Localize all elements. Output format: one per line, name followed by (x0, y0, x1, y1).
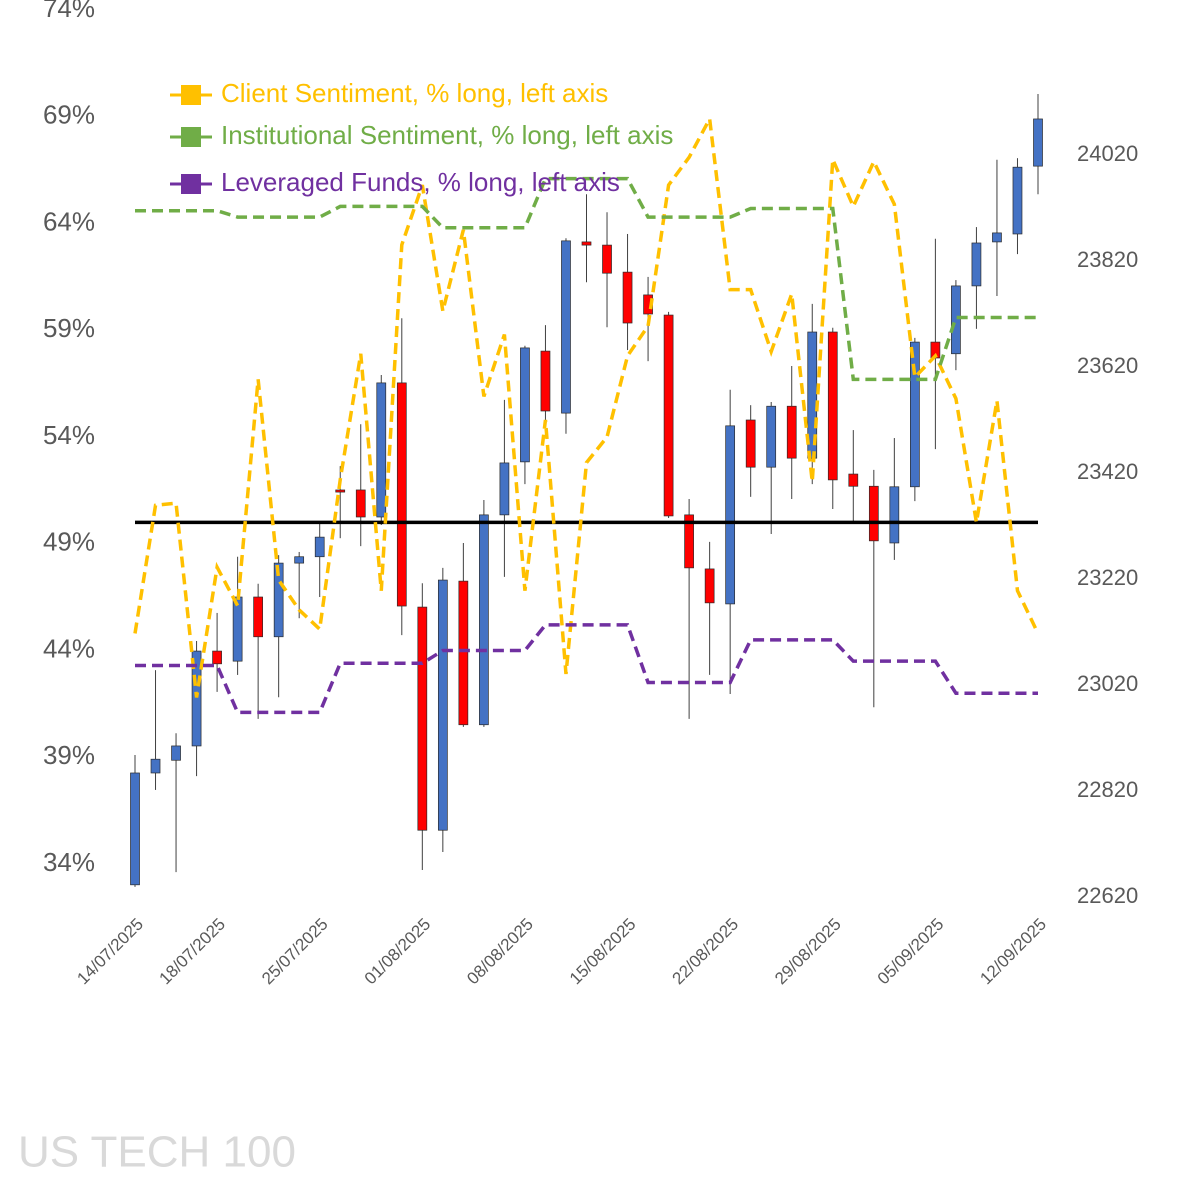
candle-body (150, 758, 161, 774)
y-tick-label: 64% (43, 206, 95, 236)
legend-swatch (181, 127, 201, 147)
x-tick-label: 29/08/2025 (771, 915, 845, 989)
x-tick-label: 08/08/2025 (463, 915, 537, 989)
candle-body (335, 489, 346, 493)
candle-body (848, 473, 859, 487)
candle-body (294, 556, 305, 564)
candle-body (499, 462, 510, 516)
legend-swatch (181, 85, 201, 105)
y2-tick-label: 24020 (1077, 141, 1138, 166)
candle-body (971, 242, 982, 287)
candle-body (479, 514, 489, 726)
candle-body (889, 486, 900, 544)
x-tick-label: 12/09/2025 (976, 915, 1050, 989)
x-tick-label: 14/07/2025 (73, 915, 147, 989)
candle-body (1033, 118, 1043, 167)
candle-body (992, 232, 1002, 243)
candle-body (910, 341, 920, 488)
y-tick-label: 59% (43, 313, 95, 343)
candle-body (663, 314, 674, 517)
y-tick-label: 39% (43, 740, 95, 770)
candle-body (253, 596, 263, 638)
sentiment-line (135, 176, 1038, 382)
candle-body (458, 580, 469, 726)
candle-body (581, 241, 592, 246)
candle-body (786, 405, 797, 459)
candle-body (232, 596, 243, 662)
candle-body (520, 347, 530, 463)
candle-body (622, 271, 633, 324)
x-tick-label: 15/08/2025 (566, 915, 640, 989)
candle-body (951, 285, 961, 355)
candle-body (827, 331, 838, 481)
candle-body (766, 405, 777, 468)
y-tick-label: 49% (43, 527, 95, 557)
y2-tick-label: 22620 (1077, 883, 1138, 908)
candle-body (437, 579, 448, 831)
chart-title: US TECH 100 (18, 1128, 296, 1177)
legend-label: Leveraged Funds, % long, left axis (221, 167, 620, 197)
legend-label: Institutional Sentiment, % long, left ax… (221, 120, 673, 150)
y2-tick-label: 23020 (1077, 671, 1138, 696)
x-tick-label: 22/08/2025 (669, 915, 743, 989)
y-tick-label: 69% (43, 100, 95, 130)
y-tick-label: 34% (43, 847, 95, 877)
y2-tick-label: 23220 (1077, 565, 1138, 590)
candle-body (868, 485, 879, 542)
x-tick-label: 18/07/2025 (155, 915, 229, 989)
legend-swatch (181, 174, 201, 194)
candle-body (355, 489, 366, 518)
candle-body (212, 650, 222, 665)
y-tick-label: 44% (43, 633, 95, 663)
candle-body (684, 514, 694, 569)
candle-body (417, 606, 428, 831)
candle-body (171, 745, 181, 761)
y-tick-label: 54% (43, 420, 95, 450)
candle-body (273, 562, 284, 638)
candle-body (602, 244, 612, 274)
candle-body (314, 536, 325, 558)
candle-body (704, 568, 715, 604)
legend-label: Client Sentiment, % long, left axis (221, 78, 608, 108)
candle-body (130, 772, 140, 886)
candle-body (191, 650, 202, 747)
y-tick-label: 74% (43, 0, 95, 23)
candle-body (1012, 166, 1023, 235)
candle-body (540, 350, 551, 412)
y2-tick-label: 23820 (1077, 247, 1138, 272)
candle-body (725, 425, 736, 605)
candle-body (561, 240, 571, 414)
x-tick-label: 05/09/2025 (874, 915, 948, 989)
candle-body (376, 382, 387, 518)
candle-body (745, 419, 756, 468)
y2-tick-label: 22820 (1077, 777, 1138, 802)
x-tick-label: 25/07/2025 (258, 915, 332, 989)
candle-body (396, 382, 407, 607)
y2-tick-label: 23620 (1077, 353, 1138, 378)
x-tick-label: 01/08/2025 (361, 915, 435, 989)
sentiment-line (133, 113, 1040, 698)
sentiment-line (135, 623, 1038, 715)
y2-tick-label: 23420 (1077, 459, 1138, 484)
